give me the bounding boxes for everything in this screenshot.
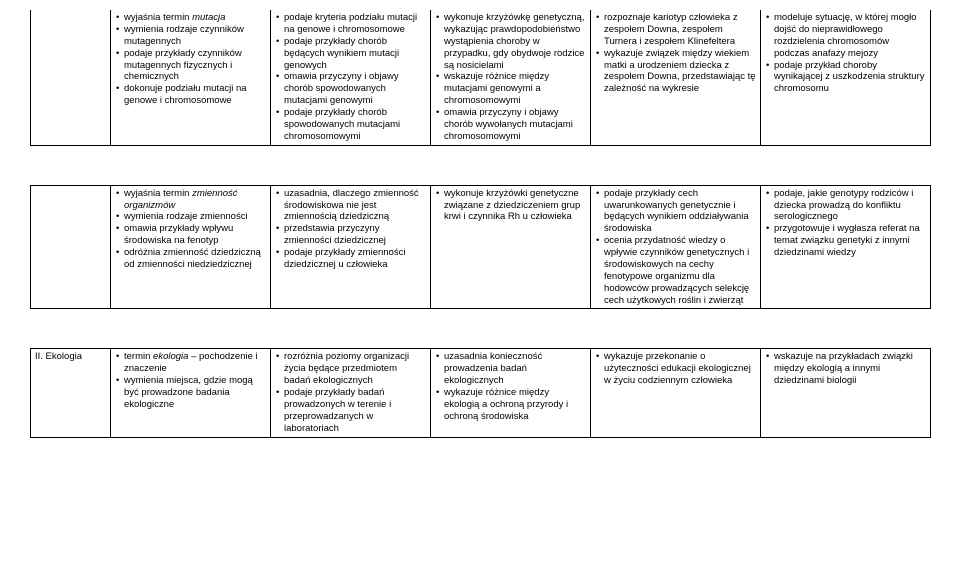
content-cell: podaje kryteria podziału mutacji na geno… [271, 10, 431, 145]
bullet-item: wyjaśnia termin mutacja [115, 12, 266, 24]
bullet-item: uzasadnia, dlaczego zmienność środowisko… [275, 188, 426, 224]
bullet-item: odróżnia zmienność dziedziczną od zmienn… [115, 247, 266, 271]
bullet-item: podaje przykłady chorób spowodowanych mu… [275, 107, 426, 143]
bullet-list: wykonuje krzyżówki genetyczne związane z… [435, 188, 586, 224]
bullet-item: wykazuje różnice między ekologią a ochro… [435, 387, 586, 423]
bullet-item: omawia przyczyny i objawy chorób spowodo… [275, 71, 426, 107]
bullet-item: podaje przykłady chorób będących wynikie… [275, 36, 426, 72]
bullet-item: dokonuje podziału mutacji na genowe i ch… [115, 83, 266, 107]
content-cell: podaje, jakie genotypy rodziców i dzieck… [761, 185, 931, 309]
bullet-item: rozpoznaje kariotyp człowieka z zespołem… [595, 12, 756, 48]
bullet-item: wykazuje przekonanie o użyteczności eduk… [595, 351, 756, 387]
bullet-list: podaje kryteria podziału mutacji na geno… [275, 12, 426, 143]
content-cell: modeluje sytuację, w której mogło dojść … [761, 10, 931, 145]
bullet-item: podaje przykłady czynników mutagennych f… [115, 48, 266, 84]
content-cell: podaje przykłady cech uwarunkowanych gen… [591, 185, 761, 309]
bullet-item: omawia przykłady wpływu środowiska na fe… [115, 223, 266, 247]
content-cell: uzasadnia konieczność prowadzenia badań … [431, 349, 591, 437]
section-label [31, 10, 111, 145]
section-label [31, 185, 111, 309]
bullet-item: wykonuje krzyżówki genetyczne związane z… [435, 188, 586, 224]
bullet-item: termin ekologia – pochodzenie i znaczeni… [115, 351, 266, 375]
section-label: II. Ekologia [31, 349, 111, 437]
bullet-list: wyjaśnia termin mutacjawymienia rodzaje … [115, 12, 266, 107]
bullet-item: wykonuje krzyżówkę genetyczną, wykazując… [435, 12, 586, 71]
bullet-item: wskazuje na przykładach związki między e… [765, 351, 926, 387]
bullet-item: uzasadnia konieczność prowadzenia badań … [435, 351, 586, 387]
content-cell: wyjaśnia termin mutacjawymienia rodzaje … [111, 10, 271, 145]
bullet-item: wyjaśnia termin zmienność organizmów [115, 188, 266, 212]
content-cell: wykonuje krzyżówkę genetyczną, wykazując… [431, 10, 591, 145]
content-cell: wskazuje na przykładach związki między e… [761, 349, 931, 437]
content-cell: wykonuje krzyżówki genetyczne związane z… [431, 185, 591, 309]
content-cell: rozpoznaje kariotyp człowieka z zespołem… [591, 10, 761, 145]
bullet-item: podaje przykłady zmienności dziedzicznej… [275, 247, 426, 271]
bullet-item: wykazuje związek między wiekiem matki a … [595, 48, 756, 96]
bullet-item: wymienia rodzaje zmienności [115, 211, 266, 223]
bullet-item: wymienia miejsca, gdzie mogą być prowadz… [115, 375, 266, 411]
spacer-row [31, 145, 931, 185]
content-cell: wykazuje przekonanie o użyteczności eduk… [591, 349, 761, 437]
bullet-list: wykazuje przekonanie o użyteczności eduk… [595, 351, 756, 387]
bullet-list: rozróżnia poziomy organizacji życia będą… [275, 351, 426, 434]
bullet-item: omawia przyczyny i objawy chorób wywołan… [435, 107, 586, 143]
bullet-item: przedstawia przyczyny zmienności dziedzi… [275, 223, 426, 247]
bullet-list: modeluje sytuację, w której mogło dojść … [765, 12, 926, 95]
bullet-item: podaje przykłady cech uwarunkowanych gen… [595, 188, 756, 236]
content-cell: uzasadnia, dlaczego zmienność środowisko… [271, 185, 431, 309]
bullet-item: przygotowuje i wygłasza referat na temat… [765, 223, 926, 259]
bullet-item: ocenia przydatność wiedzy o wpływie czyn… [595, 235, 756, 306]
bullet-item: modeluje sytuację, w której mogło dojść … [765, 12, 926, 60]
bullet-item: podaje przykład choroby wynikającej z us… [765, 60, 926, 96]
bullet-item: podaje kryteria podziału mutacji na geno… [275, 12, 426, 36]
bullet-item: rozróżnia poziomy organizacji życia będą… [275, 351, 426, 387]
bullet-list: termin ekologia – pochodzenie i znaczeni… [115, 351, 266, 410]
bullet-list: wskazuje na przykładach związki między e… [765, 351, 926, 387]
bullet-list: rozpoznaje kariotyp człowieka z zespołem… [595, 12, 756, 95]
bullet-item: podaje przykłady badań prowadzonych w te… [275, 387, 426, 435]
bullet-list: uzasadnia, dlaczego zmienność środowisko… [275, 188, 426, 271]
content-cell: rozróżnia poziomy organizacji życia będą… [271, 349, 431, 437]
bullet-item: wymienia rodzaje czynników mutagennych [115, 24, 266, 48]
curriculum-table: wyjaśnia termin mutacjawymienia rodzaje … [30, 10, 931, 438]
table-row: wyjaśnia termin mutacjawymienia rodzaje … [31, 10, 931, 145]
bullet-list: uzasadnia konieczność prowadzenia badań … [435, 351, 586, 422]
bullet-list: podaje, jakie genotypy rodziców i dzieck… [765, 188, 926, 259]
bullet-list: wyjaśnia termin zmienność organizmówwymi… [115, 188, 266, 271]
bullet-item: wskazuje różnice między mutacjami genowy… [435, 71, 586, 107]
table-row: II. Ekologiatermin ekologia – pochodzeni… [31, 349, 931, 437]
bullet-item: podaje, jakie genotypy rodziców i dzieck… [765, 188, 926, 224]
content-cell: wyjaśnia termin zmienność organizmówwymi… [111, 185, 271, 309]
bullet-list: podaje przykłady cech uwarunkowanych gen… [595, 188, 756, 307]
content-cell: termin ekologia – pochodzenie i znaczeni… [111, 349, 271, 437]
spacer-row [31, 309, 931, 349]
bullet-list: wykonuje krzyżówkę genetyczną, wykazując… [435, 12, 586, 143]
table-row: wyjaśnia termin zmienność organizmówwymi… [31, 185, 931, 309]
